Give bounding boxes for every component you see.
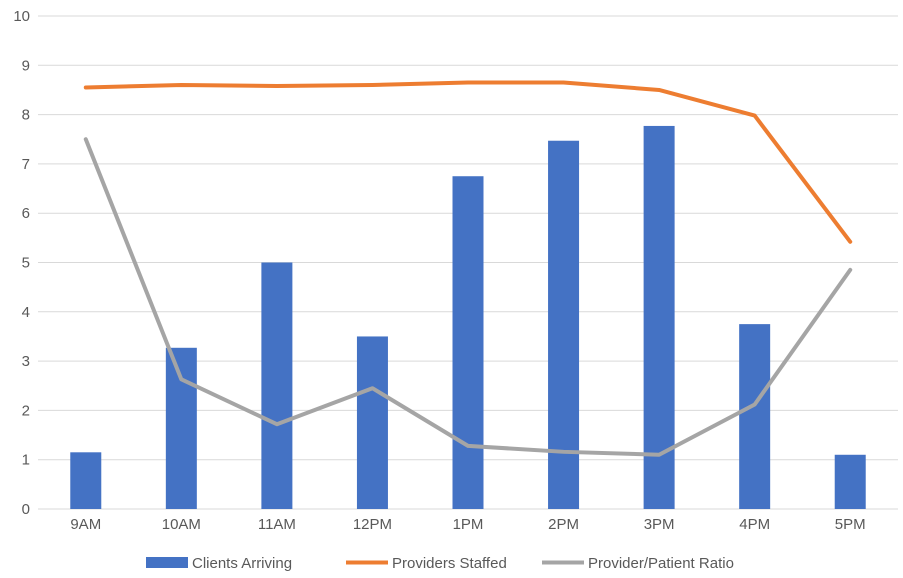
y-tick-label: 5	[22, 255, 30, 272]
legend-label: Providers Staffed	[392, 555, 507, 572]
bar	[834, 454, 866, 509]
y-tick-label: 1	[22, 452, 30, 469]
x-tick-label: 1PM	[453, 516, 484, 533]
y-tick-label: 6	[22, 205, 30, 222]
x-tick-label: 12PM	[353, 516, 392, 533]
x-tick-label: 9AM	[70, 516, 101, 533]
legend-label: Clients Arriving	[192, 555, 292, 572]
x-tick-label: 5PM	[835, 516, 866, 533]
series-line	[83, 137, 853, 457]
bar	[548, 140, 580, 509]
legend: Clients Arriving Providers Staffed Provide…	[146, 555, 734, 572]
x-tick-label: 11AM	[258, 516, 296, 533]
legend-swatch	[146, 557, 188, 568]
bar	[643, 125, 675, 510]
x-tick-label: 3PM	[644, 516, 675, 533]
x-tick-label: 2PM	[548, 516, 579, 533]
bar	[70, 452, 102, 509]
y-tick-label: 4	[22, 304, 30, 321]
line-series	[83, 80, 853, 457]
bar	[165, 347, 197, 509]
y-tick-label: 3	[22, 353, 30, 370]
bar	[356, 336, 388, 509]
x-tick-label: 10AM	[162, 516, 201, 533]
x-tick-label: 4PM	[739, 516, 770, 533]
bar	[452, 176, 484, 509]
bar	[261, 262, 293, 509]
y-tick-label: 7	[22, 156, 30, 173]
bar	[739, 324, 771, 509]
legend-label: Provider/Patient Ratio	[588, 555, 734, 572]
x-axis: 9AM 10AM 11AM 12PM 1PM 2PM 3PM 4PM 5PM	[70, 516, 865, 533]
y-tick-label: 2	[22, 402, 30, 419]
y-axis: 0 1 2 3 4 5 6 7 8 9 10	[13, 8, 30, 518]
bar-series	[70, 125, 866, 510]
y-tick-label: 8	[22, 107, 30, 124]
y-tick-label: 10	[13, 8, 30, 25]
series-line	[83, 80, 853, 244]
y-tick-label: 0	[22, 501, 30, 518]
y-tick-label: 9	[22, 57, 30, 74]
